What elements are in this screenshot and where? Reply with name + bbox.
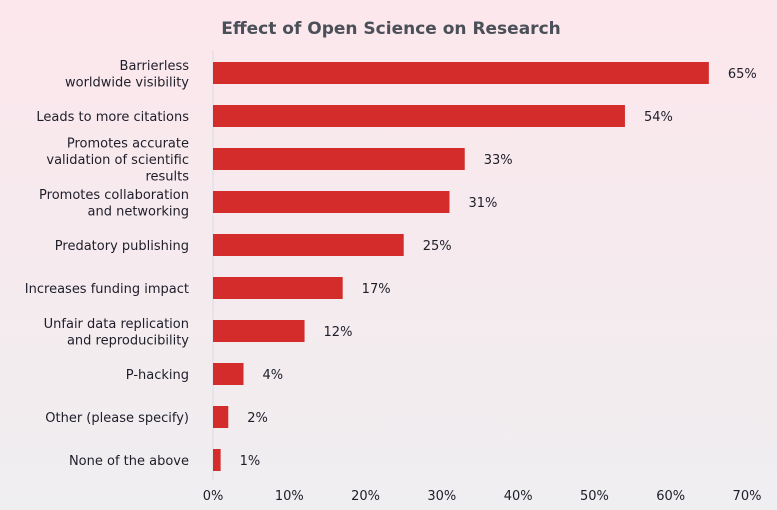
category-label: Barrierless worldwide visibility (65, 59, 189, 91)
x-tick-label: 30% (427, 489, 456, 504)
x-tick-label: 10% (275, 489, 304, 504)
data-label: 2% (247, 411, 268, 426)
data-label: 65% (728, 67, 757, 82)
category-label: Promotes collaboration and networking (39, 188, 189, 220)
bar (213, 62, 709, 84)
bar (213, 148, 465, 170)
category-label: P-hacking (126, 368, 189, 383)
category-label: Unfair data replication and reproducibili… (44, 317, 190, 349)
x-tick-label: 50% (580, 489, 609, 504)
bar (213, 406, 229, 428)
data-label: 1% (240, 454, 261, 469)
x-tick-label: 20% (351, 489, 380, 504)
data-label: 25% (423, 239, 452, 254)
data-label: 4% (263, 368, 284, 383)
x-tick-label: 0% (203, 489, 224, 504)
data-label: 12% (324, 325, 353, 340)
category-label: Leads to more citations (36, 110, 189, 125)
bar (213, 449, 221, 471)
data-label: 54% (644, 110, 673, 125)
x-tick-label: 40% (504, 489, 533, 504)
category-label: Increases funding impact (25, 282, 189, 297)
x-tick-label: 60% (656, 489, 685, 504)
category-label: Promotes accurate validation of scientifi… (46, 137, 189, 185)
data-label: 31% (468, 196, 497, 211)
x-tick-label: 70% (733, 489, 762, 504)
category-label: None of the above (69, 454, 189, 469)
bar (213, 234, 404, 256)
category-label: Predatory publishing (55, 239, 189, 254)
category-label: Other (please specify) (45, 411, 189, 426)
data-label: 33% (484, 153, 513, 168)
chart-title: Effect of Open Science on Research (221, 19, 561, 39)
bar (213, 105, 625, 127)
data-label: 17% (362, 282, 391, 297)
bar (213, 191, 450, 213)
bar (213, 320, 305, 342)
bar (213, 277, 343, 299)
bar (213, 363, 244, 385)
